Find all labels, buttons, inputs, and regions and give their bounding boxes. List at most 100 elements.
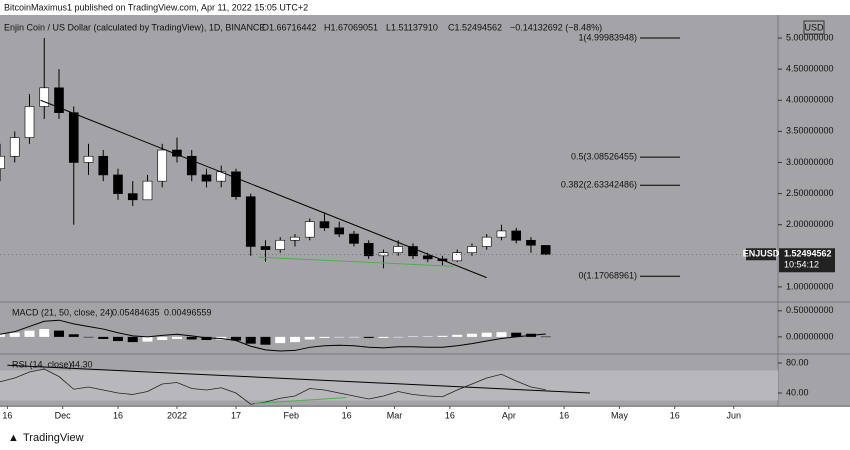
candle-body	[157, 149, 168, 182]
histogram-bar	[83, 336, 94, 338]
x-tick-label: 16	[670, 410, 680, 420]
histogram-bar	[452, 334, 463, 337]
candle-body	[393, 246, 404, 254]
ohlc-reading: H1.67069051	[324, 22, 378, 32]
candle-body	[334, 227, 345, 235]
countdown: 10:54:12	[784, 260, 819, 270]
histogram-bar	[422, 336, 433, 337]
histogram-bar	[511, 332, 522, 337]
brand: TradingView	[23, 432, 84, 444]
y-tick-label: 2.00000000	[786, 219, 834, 229]
histogram-bar	[319, 336, 330, 338]
ohlc-reading: C1.52494562	[448, 22, 502, 32]
candle-body	[201, 174, 212, 182]
y-tick-label: 5.00000000	[786, 32, 834, 42]
x-tick-label: 16	[113, 410, 123, 420]
x-tick-label: Jun	[726, 410, 741, 420]
x-tick-label: Feb	[284, 410, 300, 420]
pane-reading: 0.00496559	[164, 307, 212, 317]
histogram-bar	[201, 336, 212, 341]
candle-body	[127, 193, 138, 201]
trendline	[40, 99, 487, 279]
chart-background	[0, 15, 850, 407]
candle-body	[54, 87, 64, 113]
histogram-bar	[230, 336, 241, 341]
author-line: BitcoinMaximus1 published on TradingView…	[4, 2, 308, 12]
x-tick-label: 2022	[167, 410, 187, 420]
candle-body	[349, 233, 359, 244]
ohlc-reading: −0.14132692 (−8.48%)	[510, 22, 602, 32]
y-tick-label: 40.00	[786, 387, 809, 397]
symbol-box	[746, 248, 776, 261]
candle-body	[378, 252, 389, 257]
histogram-bar	[540, 336, 551, 338]
y-tick-label: 0.00000000	[786, 331, 834, 341]
rsi-band	[0, 370, 778, 401]
candle-body	[526, 239, 536, 246]
histogram-bar	[245, 336, 256, 344]
y-tick-label: 4.50000000	[786, 64, 834, 74]
candle-body	[467, 246, 477, 254]
ohlc-reading: L1.51137910	[386, 22, 438, 32]
chart-title: Enjin Coin / US Dollar (calculated by Tr…	[4, 22, 265, 32]
y-tick-label: 80.00	[786, 357, 809, 367]
x-tick-label: 17	[231, 410, 241, 420]
x-tick-label: Mar	[387, 410, 403, 420]
fib-label: 0.382(2.63342486)	[561, 180, 637, 190]
y-tick-label: 3.00000000	[786, 157, 834, 167]
histogram-bar	[466, 333, 477, 337]
candle-body	[231, 171, 241, 198]
layer: 16 Dec 16 2022 17 Feb 16 Mar 16 Apr 16 May 16 Jun Enji…	[0, 15, 850, 420]
histogram-bar	[304, 336, 315, 340]
x-tick-label: 16	[2, 410, 12, 420]
candle-body	[9, 137, 20, 157]
histogram-bar	[142, 336, 153, 342]
y-tick-label: 2.50000000	[786, 188, 834, 198]
candle-body	[113, 174, 123, 194]
rsi-line	[0, 368, 546, 405]
candle-body	[319, 221, 330, 229]
histogram-bar	[393, 336, 404, 338]
histogram-bar	[378, 336, 389, 338]
histogram-bar	[363, 336, 374, 338]
histogram-bar	[9, 332, 20, 337]
histogram-bar	[481, 332, 492, 337]
trendline	[254, 397, 347, 404]
candle-body	[304, 221, 315, 238]
candle-body	[260, 246, 271, 250]
candle-body	[540, 245, 551, 255]
y-tick-label: 0.50000000	[786, 305, 834, 315]
symbol: ENJUSD	[743, 249, 780, 259]
histogram-bar	[334, 336, 345, 338]
candle-body	[68, 112, 79, 163]
x-tick-label: Apr	[502, 410, 516, 420]
pane-title: RSI (14, close)	[12, 359, 72, 369]
trendline	[7, 364, 590, 394]
y-tick-label: 4.00000000	[786, 95, 834, 105]
fib-label: 0.5(3.08526455)	[571, 152, 637, 162]
candle-body	[363, 243, 374, 257]
histogram-bar	[53, 330, 64, 337]
histogram-bar	[98, 336, 109, 339]
histogram-bar	[171, 336, 182, 339]
candle-body	[142, 180, 153, 201]
histogram-bar	[260, 336, 271, 345]
histogram-bar	[0, 334, 5, 337]
candle-body	[186, 155, 197, 176]
fib-label: 0(1.17068961)	[578, 271, 637, 281]
candle-body	[0, 155, 5, 170]
macd-line	[0, 319, 546, 352]
histogram-bar	[112, 336, 123, 342]
y-tick-label: 3.50000000	[786, 126, 834, 136]
histogram-bar	[39, 329, 50, 337]
pane-reading: 44.30	[70, 359, 93, 369]
currency: USD	[804, 22, 824, 32]
candle-body	[452, 252, 463, 262]
histogram-bar	[68, 334, 79, 337]
brand-mark: ▲	[8, 432, 19, 444]
pane-reading: 0.05484635	[112, 307, 160, 317]
trendline	[258, 256, 454, 267]
candle-body	[245, 196, 256, 247]
pane-title: MACD (21, 50, close, 24)	[12, 307, 113, 317]
